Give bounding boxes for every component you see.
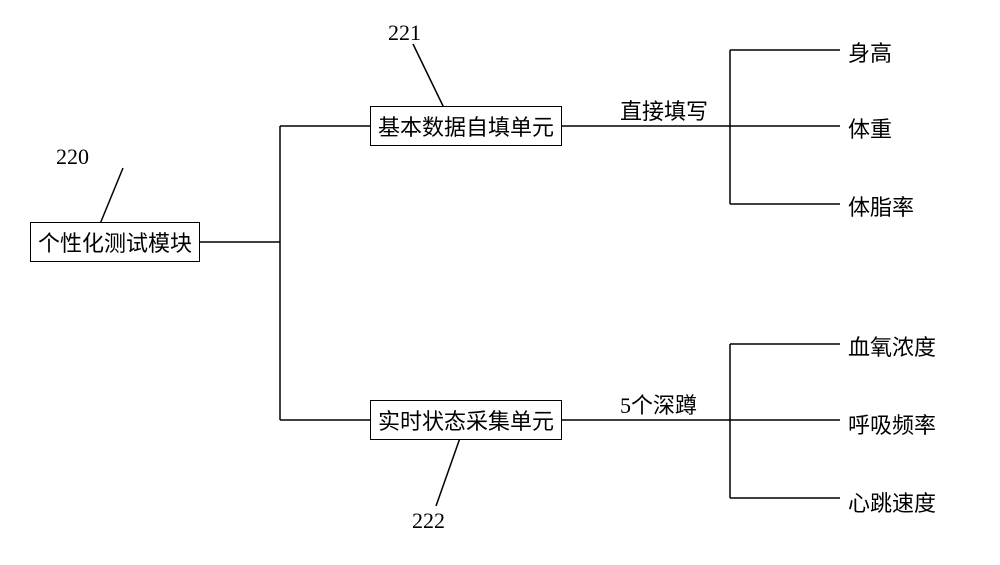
node-222: 实时状态采集单元 — [370, 400, 562, 440]
node-221-label: 基本数据自填单元 — [378, 110, 554, 142]
leaf-height: 身高 — [848, 36, 892, 68]
edge-label-1: 直接填写 — [620, 94, 708, 126]
leaf-spo2: 血氧浓度 — [848, 330, 936, 362]
diagram-canvas: 个性化测试模块 220 基本数据自填单元 221 实时状态采集单元 222 直接… — [0, 0, 1000, 565]
leaf-resp: 呼吸频率 — [848, 408, 936, 440]
leaf-bodyfat: 体脂率 — [848, 190, 914, 222]
node-221: 基本数据自填单元 — [370, 106, 562, 146]
diagram-edges — [0, 0, 1000, 565]
ref-222: 222 — [412, 508, 445, 534]
edge-label-2: 5个深蹲 — [620, 388, 697, 420]
ref-221: 221 — [388, 20, 421, 46]
ref-220: 220 — [56, 144, 89, 170]
node-root: 个性化测试模块 — [30, 222, 200, 262]
leaf-hr: 心跳速度 — [848, 486, 936, 518]
leaf-weight: 体重 — [848, 112, 892, 144]
node-root-label: 个性化测试模块 — [38, 226, 192, 258]
node-222-label: 实时状态采集单元 — [378, 404, 554, 436]
